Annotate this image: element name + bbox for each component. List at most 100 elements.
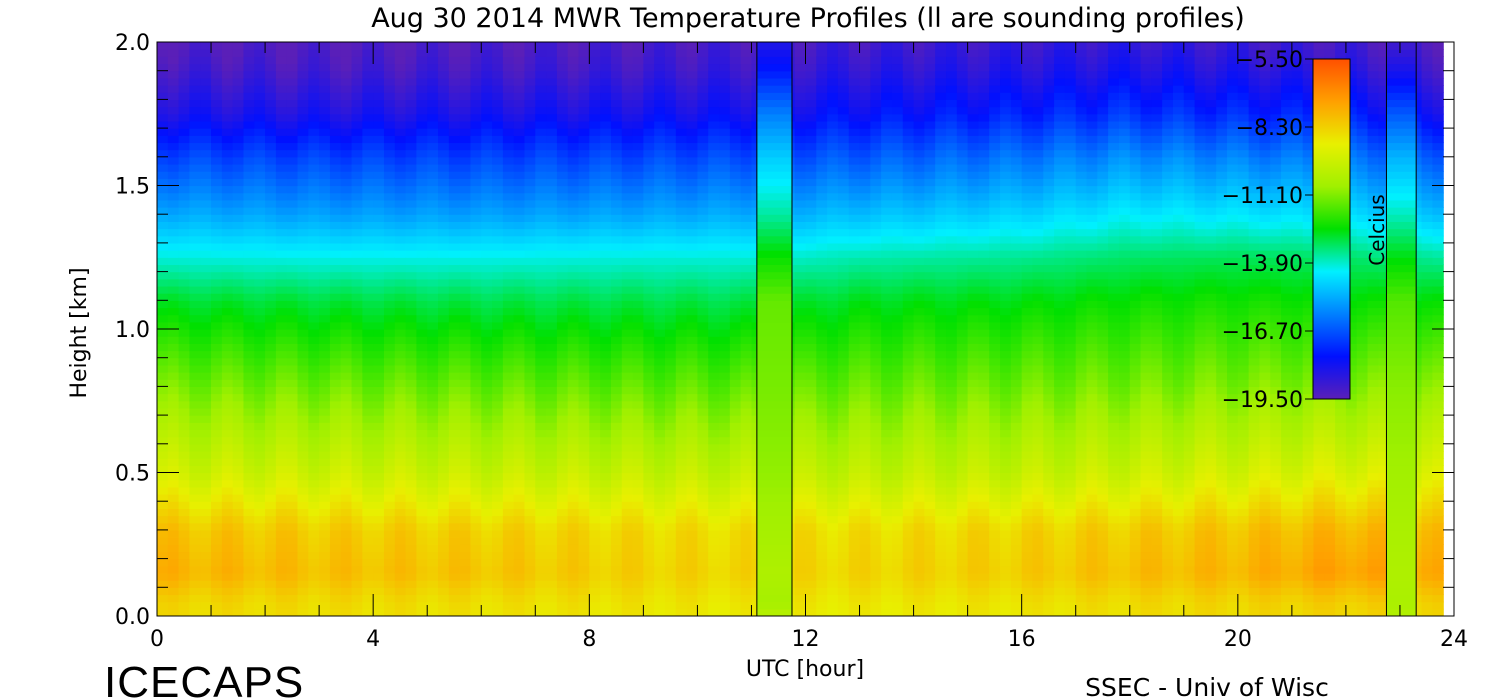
heatmap-cell [438, 343, 450, 352]
heatmap-cell [275, 192, 288, 201]
heatmap-cell [513, 465, 526, 474]
heatmap-cell [243, 300, 255, 309]
heatmap-cell [286, 594, 299, 603]
heatmap-cell [351, 49, 363, 57]
heatmap-cell [265, 185, 277, 194]
heatmap-cell [556, 379, 569, 387]
heatmap-cell [513, 106, 526, 115]
heatmap-cell [438, 486, 450, 495]
heatmap-cell [427, 242, 439, 251]
heatmap-cell [492, 329, 504, 337]
heatmap-cell [470, 63, 482, 72]
heatmap-cell [157, 415, 169, 423]
heatmap-cell [394, 580, 407, 588]
heatmap-cell [221, 436, 234, 445]
heatmap-cell [254, 458, 266, 466]
heatmap-cell [643, 156, 655, 165]
heatmap-cell [794, 221, 807, 230]
heatmap-cell [373, 415, 385, 423]
heatmap-cell [664, 350, 677, 359]
heatmap-cell [362, 544, 374, 553]
heatmap-cell [675, 149, 688, 158]
heatmap-cell [383, 472, 396, 481]
heatmap-cell [416, 522, 428, 531]
heatmap-cell [254, 293, 266, 301]
heatmap-cell [265, 257, 277, 266]
heatmap-cell [286, 479, 299, 488]
heatmap-cell [329, 257, 342, 266]
heatmap-cell [556, 120, 569, 129]
heatmap-cell [546, 113, 558, 122]
heatmap-cell [308, 422, 320, 431]
heatmap-cell [481, 49, 493, 57]
heatmap-cell [492, 49, 504, 57]
heatmap-cell [610, 364, 623, 373]
heatmap-cell [729, 343, 742, 352]
heatmap-cell [319, 415, 331, 423]
heatmap-cell [297, 400, 309, 409]
heatmap-cell [308, 450, 320, 459]
heatmap-cell [200, 207, 212, 215]
heatmap-cell [675, 501, 688, 509]
heatmap-cell [492, 522, 504, 531]
heatmap-cell [351, 379, 363, 387]
heatmap-cell [729, 135, 742, 144]
heatmap-cell [459, 228, 472, 237]
heatmap-cell [708, 544, 720, 553]
heatmap-cell [232, 278, 245, 287]
heatmap-cell [556, 250, 569, 258]
heatmap-cell [708, 537, 720, 545]
heatmap-cell [729, 608, 742, 616]
heatmap-cell [459, 285, 472, 294]
heatmap-cell [438, 601, 450, 610]
heatmap-cell [243, 522, 255, 531]
heatmap-cell [427, 285, 439, 294]
heatmap-cell [805, 400, 817, 409]
heatmap-cell [621, 558, 634, 567]
heatmap-cell [416, 56, 428, 65]
heatmap-cell [567, 343, 580, 352]
heatmap-cell [719, 228, 731, 237]
heatmap-cell [805, 221, 817, 230]
heatmap-cell [319, 278, 331, 287]
heatmap-cell [265, 350, 277, 359]
heatmap-cell [221, 113, 234, 122]
heatmap-cell [513, 77, 526, 86]
heatmap-cell [221, 479, 234, 488]
heatmap-cell [362, 207, 374, 215]
heatmap-cell [243, 207, 255, 215]
heatmap-cell [556, 235, 569, 244]
heatmap-cell [805, 85, 817, 93]
heatmap-cell [340, 70, 353, 79]
heatmap-cell [600, 551, 612, 560]
heatmap-cell [740, 128, 753, 136]
heatmap-cell [567, 271, 580, 280]
heatmap-cell [243, 429, 255, 438]
heatmap-cell [254, 113, 266, 122]
heatmap-cell [719, 443, 731, 452]
heatmap-cell [805, 77, 817, 86]
heatmap-cell [610, 235, 623, 244]
heatmap-cell [502, 429, 515, 438]
heatmap-cell [556, 85, 569, 93]
heatmap-cell [308, 163, 320, 172]
heatmap-cell [394, 171, 407, 179]
heatmap-cell [211, 300, 223, 309]
heatmap-cell [308, 479, 320, 488]
heatmap-cell [654, 580, 666, 588]
heatmap-cell [664, 508, 677, 517]
heatmap-cell [556, 565, 569, 574]
heatmap-cell [265, 601, 277, 610]
heatmap-cell [200, 429, 212, 438]
heatmap-cell [438, 92, 450, 100]
heatmap-cell [675, 594, 688, 603]
heatmap-cell [708, 415, 720, 423]
heatmap-cell [265, 264, 277, 273]
heatmap-cell [621, 163, 634, 172]
heatmap-cell [232, 565, 245, 574]
heatmap-cell [167, 300, 180, 309]
heatmap-cell [632, 400, 644, 409]
heatmap-cell [729, 594, 742, 603]
heatmap-cell [438, 508, 450, 517]
heatmap-cell [492, 336, 504, 344]
